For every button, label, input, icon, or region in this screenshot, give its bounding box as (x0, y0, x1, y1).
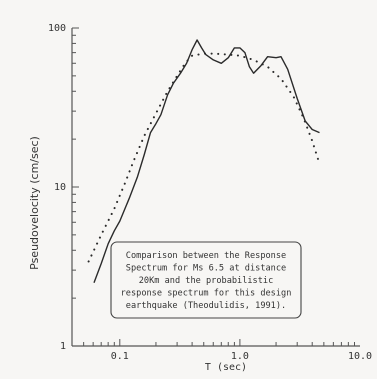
series-solid-line (93, 39, 320, 283)
annotation-line: response spectrum for this design (121, 289, 292, 299)
x-tick-label: 10.0 (348, 351, 372, 362)
y-tick-label: 100 (48, 23, 66, 34)
annotation-line: Spectrum for Ms 6.5 at distance (126, 264, 286, 274)
y-tick-label: 10 (54, 182, 66, 193)
series-dotted-line (87, 52, 321, 263)
axis-ticks (71, 27, 356, 347)
x-axis-label: T (sec) (205, 362, 247, 373)
x-tick-label: 1.0 (231, 351, 249, 362)
x-tick-label: 0.1 (111, 351, 129, 362)
y-tick-label: 1 (60, 341, 66, 352)
annotation-line: earthquake (Theodulidis, 1991). (126, 301, 286, 311)
axis-tick-labels: 0.1 1.0 10.0 1 10 100 (48, 23, 372, 362)
annotation-line: 20Km and the probabilistic (139, 276, 274, 286)
annotation-line: Comparison between the Response (126, 251, 286, 261)
series-group (87, 39, 321, 283)
y-axis-label: Pseudovelocity (cm/sec) (28, 136, 41, 270)
annotation-frame (110, 241, 302, 319)
annotation-box: Comparison between the Response Spectrum … (110, 241, 302, 319)
